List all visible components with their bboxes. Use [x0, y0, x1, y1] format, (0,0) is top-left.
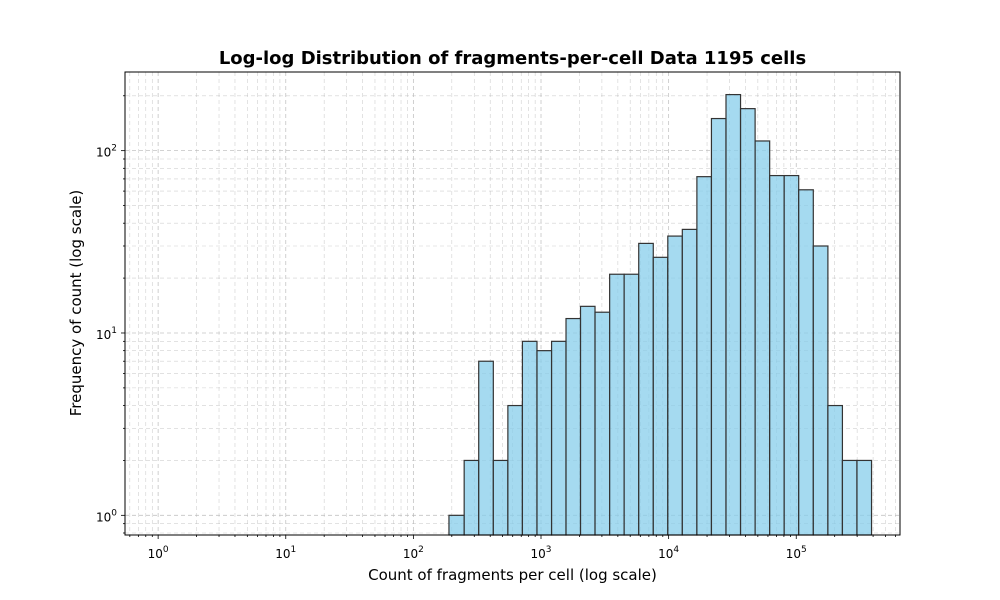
histogram-bar-23	[783, 174, 800, 536]
histogram-bar-19	[725, 93, 742, 536]
histogram-bar-25	[812, 245, 829, 536]
histogram-bar-3	[492, 459, 509, 536]
y-tick-label: 102	[96, 144, 117, 160]
histogram-bars	[448, 93, 873, 536]
x-tick-label: 105	[786, 545, 807, 561]
histogram-bar-5	[521, 340, 538, 536]
x-tick-label: 103	[530, 545, 551, 561]
histogram-bar-2	[478, 360, 494, 536]
histogram-bar-18	[710, 117, 727, 536]
histogram-bar-13	[638, 242, 654, 536]
histogram-bar-15	[667, 235, 683, 536]
x-axis-label: Count of fragments per cell (log scale)	[368, 566, 657, 584]
histogram-bar-6	[536, 350, 553, 536]
chart-title: Log-log Distribution of fragments-per-ce…	[219, 48, 806, 69]
histogram-bar-20	[739, 108, 756, 536]
x-tick-label: 101	[275, 545, 296, 561]
axis-ticks: 100 101 102 103 104 105 100 101 102	[96, 95, 896, 561]
y-tick-label: 101	[96, 326, 117, 342]
x-tick-label: 100	[148, 545, 169, 561]
histogram-bar-16	[681, 228, 698, 536]
histogram-bar-27	[841, 459, 858, 536]
histogram-bar-10	[594, 311, 611, 536]
histogram-bar-21	[754, 140, 771, 536]
x-tick-label: 102	[403, 545, 424, 561]
histogram-bar-9	[579, 305, 596, 536]
histogram-bar-0	[448, 514, 465, 536]
x-tick-label: 104	[658, 545, 679, 561]
y-axis-label: Frequency of count (log scale)	[67, 190, 85, 417]
histogram-bar-4	[507, 404, 524, 536]
y-tick-label: 100	[96, 508, 117, 524]
histogram-bar-1	[463, 459, 480, 536]
histogram-bar-24	[798, 189, 814, 536]
histogram-bar-14	[652, 256, 669, 536]
histogram-bar-7	[550, 340, 567, 536]
histogram-bar-12	[623, 273, 640, 536]
histogram-bar-22	[769, 174, 785, 536]
histogram-bar-26	[827, 404, 844, 536]
histogram-bar-17	[696, 176, 713, 536]
histogram-bar-28	[856, 459, 873, 536]
histogram-bar-11	[609, 273, 625, 536]
histogram-bar-8	[565, 317, 582, 536]
